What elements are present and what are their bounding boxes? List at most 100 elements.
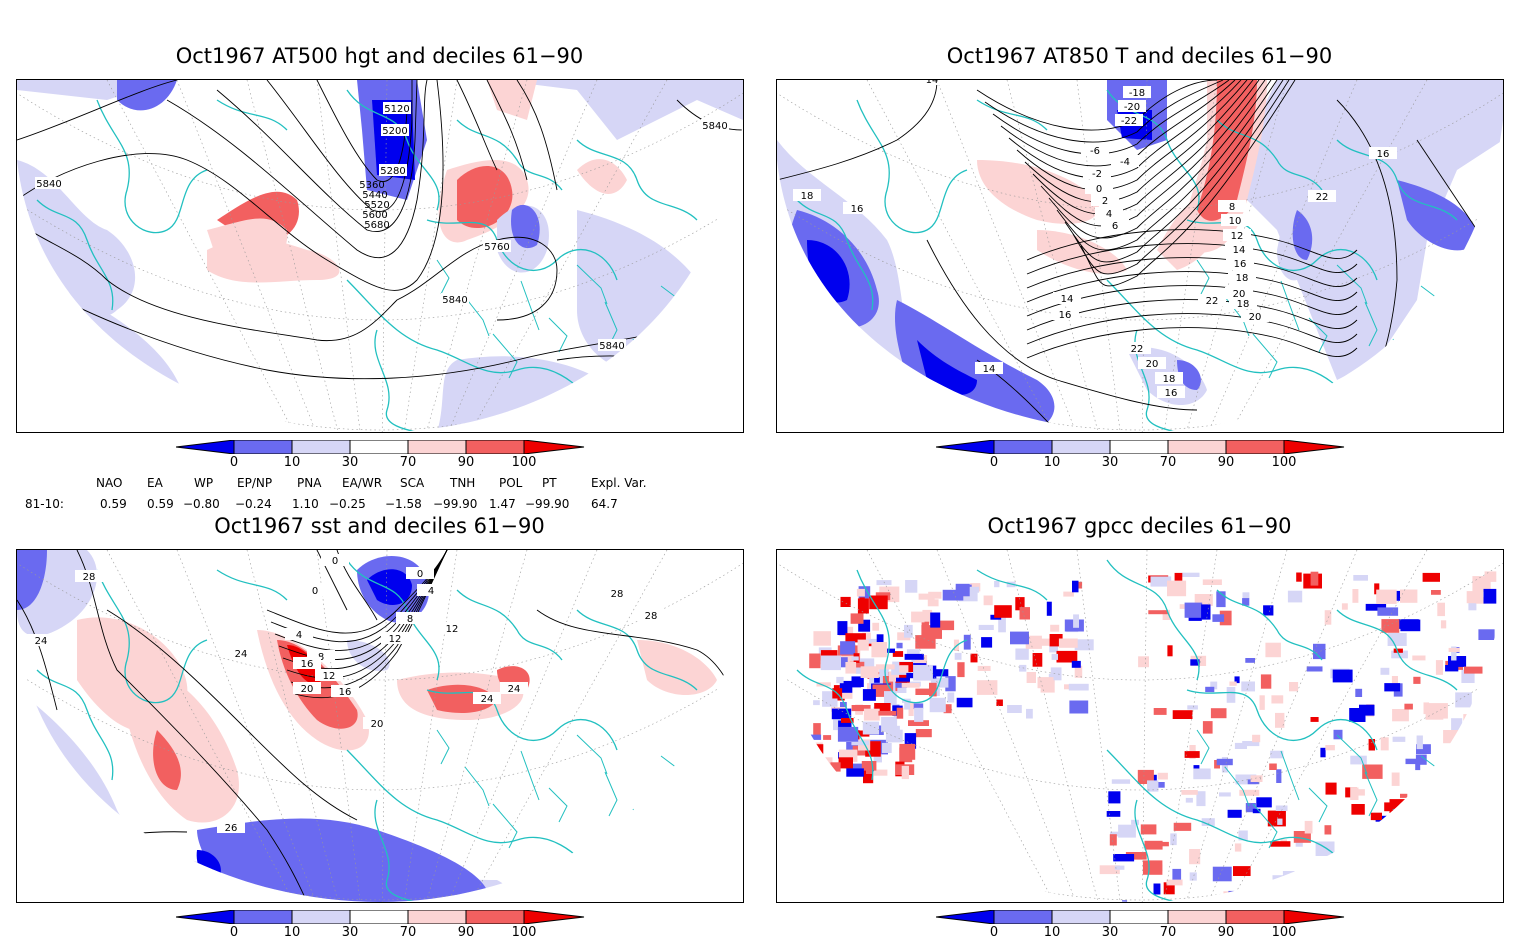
decile-region — [1153, 708, 1167, 715]
decile-region — [1443, 730, 1461, 744]
decile-region — [1277, 818, 1283, 825]
colorbar-segment — [993, 909, 1053, 925]
decile-region — [847, 682, 862, 688]
decile-region — [896, 707, 904, 719]
decile-region — [994, 581, 1000, 588]
contour-label: -2 — [1092, 169, 1102, 180]
map-t850: 141618-18-20-22-6-4-20246810121416182022… — [777, 80, 1503, 432]
decile-region — [1293, 831, 1311, 843]
decile-region — [896, 642, 903, 649]
colorbar-hgt500: 0 10 30 70 90 100 — [175, 439, 586, 473]
contour-label: 20 — [301, 684, 314, 695]
decile-region — [885, 648, 895, 653]
decile-region — [1451, 718, 1463, 732]
decile-region — [1212, 866, 1232, 882]
decile-region — [970, 653, 978, 663]
contour-line — [17, 80, 444, 291]
decile-region — [1398, 619, 1419, 629]
decile-region — [1269, 763, 1277, 770]
colorbar-segment — [349, 909, 409, 925]
decile-region — [1201, 818, 1215, 826]
decile-region — [908, 720, 929, 726]
decile-region — [813, 700, 820, 706]
contour-label: 4 — [296, 630, 302, 641]
map-sst: 2824240048121620242428282612048121620 — [17, 550, 743, 902]
decile-region — [901, 683, 920, 688]
decile-region — [904, 653, 924, 660]
decile-region — [1150, 576, 1172, 587]
decile-region — [884, 691, 897, 705]
contour-line — [1032, 80, 1260, 215]
decile-region — [1287, 590, 1303, 603]
map-panel-sst: 2824240048121620242428282612048121620 — [16, 549, 744, 903]
decile-region — [846, 768, 864, 777]
decile-region — [1074, 639, 1094, 651]
colorbar-segment — [291, 439, 351, 455]
decile-region — [808, 744, 824, 754]
colorbar-tick-label: 0 — [989, 455, 999, 470]
decile-region — [1015, 597, 1025, 611]
decile-region — [1184, 602, 1203, 618]
contour-label: 0 — [312, 586, 318, 597]
index-value: 1.47 — [489, 497, 516, 511]
decile-region — [1210, 708, 1227, 719]
decile-region — [1296, 572, 1302, 582]
colorbar-tick-label: 0 — [229, 455, 239, 470]
decile-region — [1423, 872, 1431, 877]
decile-region — [850, 613, 864, 624]
colorbar-tick-label: 90 — [1217, 455, 1235, 470]
decile-region — [1276, 769, 1282, 783]
decile-region — [813, 723, 821, 737]
colorbar-segment — [465, 439, 525, 455]
decile-region — [1310, 717, 1319, 722]
contour-line — [166, 80, 428, 259]
colorbar-segment — [407, 909, 467, 925]
decile-region — [1235, 774, 1257, 785]
decile-region — [863, 708, 880, 721]
decile-region — [17, 160, 136, 317]
colorbar-tick-label: 100 — [511, 925, 537, 940]
decile-region — [1216, 591, 1226, 608]
decile-region — [1368, 739, 1375, 751]
decile-region — [1404, 703, 1413, 710]
decile-region — [874, 703, 891, 714]
index-value: 0.59 — [100, 497, 127, 511]
decile-region — [1306, 666, 1323, 672]
colorbar-tick-label: 70 — [1159, 455, 1177, 470]
colorbar-tick-label: 70 — [399, 925, 417, 940]
decile-region — [1374, 583, 1380, 595]
decile-region — [1099, 865, 1120, 875]
decile-region — [1290, 876, 1298, 892]
decile-region — [857, 639, 869, 651]
decile-region — [901, 765, 909, 780]
decile-region — [1313, 643, 1326, 660]
decile-region — [1304, 820, 1313, 834]
decile-region — [1351, 804, 1365, 815]
colorbar-tick-label: 30 — [1101, 925, 1119, 940]
decile-region — [1270, 841, 1291, 847]
contour-label: 18 — [801, 191, 814, 202]
decile-region — [1341, 603, 1348, 610]
contour-label: 0 — [332, 556, 338, 567]
colorbar-segment — [233, 909, 293, 925]
decile-region — [983, 595, 993, 606]
decile-region — [1383, 899, 1397, 902]
colorbar-segment — [175, 439, 235, 455]
contour-label: 12 — [389, 634, 402, 645]
decile-region — [1310, 571, 1319, 586]
decile-region — [1387, 633, 1407, 646]
decile-region — [1056, 650, 1078, 663]
decile-region — [1267, 900, 1276, 902]
decile-region — [885, 729, 903, 743]
contour-label: -22 — [1121, 116, 1137, 127]
decile-region — [1210, 681, 1218, 690]
contour-label: 14 — [926, 80, 939, 86]
decile-region — [1259, 695, 1265, 710]
decile-region — [1147, 780, 1159, 792]
decile-region — [816, 682, 831, 687]
colorbar-segment — [935, 439, 995, 455]
decile-region — [1242, 592, 1250, 599]
decile-region — [1478, 629, 1495, 640]
panel-title-hgt500: Oct1967 AT500 hgt and deciles 61−90 — [175, 44, 584, 68]
decile-region — [1365, 603, 1387, 611]
